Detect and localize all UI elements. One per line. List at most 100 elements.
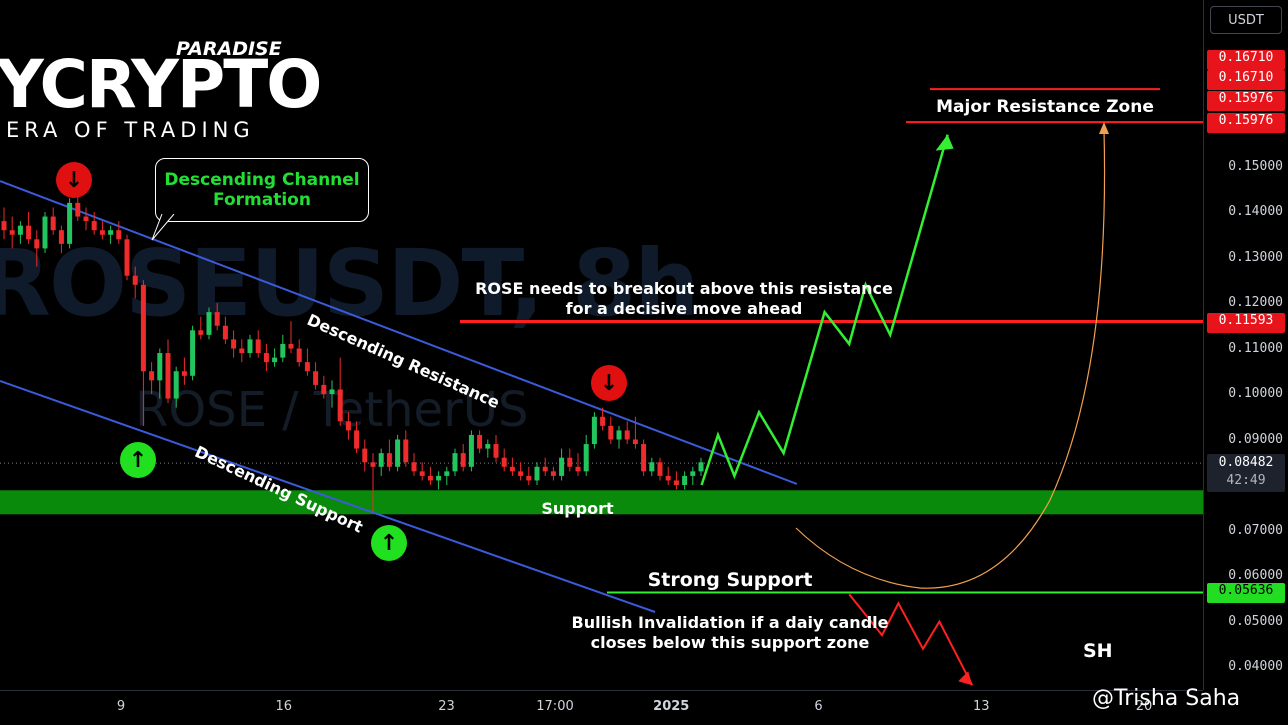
time-tick-label: 6 xyxy=(814,699,823,714)
bearish-arrowhead xyxy=(958,671,973,686)
price-tick-label: 0.13000 xyxy=(1228,249,1283,265)
candle-body xyxy=(280,343,286,358)
candle-body xyxy=(583,444,589,472)
candle-body xyxy=(559,457,565,476)
invalidation-line2: closes below this support zone xyxy=(590,633,870,652)
price-level-tag: 0.15976 xyxy=(1207,113,1285,133)
chart-area[interactable]: ROSEUSDT, 8h ROSE / TetherUS xyxy=(0,0,1203,690)
reversal-curve-arrowhead xyxy=(1099,122,1109,134)
candle-body xyxy=(173,371,179,399)
up-arrow-icon: ↑ xyxy=(120,442,156,478)
candle-body xyxy=(181,371,187,376)
time-tick-label: 23 xyxy=(438,699,455,714)
candle-body xyxy=(436,475,442,481)
candle-body xyxy=(116,230,122,240)
price-tick-label: 0.05000 xyxy=(1228,613,1283,629)
price-tick-label: 0.07000 xyxy=(1228,522,1283,538)
candle-body xyxy=(657,462,663,476)
candle-body xyxy=(231,339,237,349)
candle-body xyxy=(419,471,425,476)
candle-body xyxy=(493,444,499,458)
candle-body xyxy=(632,439,638,445)
price-tick-label: 0.04000 xyxy=(1228,659,1283,674)
candle-body xyxy=(304,362,310,372)
price-level-tag: 0.15976 xyxy=(1207,91,1285,111)
candle-body xyxy=(321,384,327,394)
price-tick-label: 0.15000 xyxy=(1228,158,1283,174)
candle-body xyxy=(83,216,89,222)
candle-body xyxy=(690,471,696,476)
candle-body xyxy=(649,462,655,472)
bearish-projection-path xyxy=(848,593,974,686)
candle-body xyxy=(526,475,532,481)
candle-body xyxy=(1,221,7,231)
candle-body xyxy=(477,434,483,449)
candle-body xyxy=(534,466,540,481)
current-price-tag: 0.08482 42:49 xyxy=(1207,454,1285,492)
candle-body xyxy=(91,221,97,231)
brand-crypto: YCRYPTO xyxy=(0,46,322,123)
candle-body xyxy=(272,357,278,363)
bullish-arrowhead xyxy=(935,134,954,151)
price-level-tag: 0.05636 xyxy=(1207,583,1285,603)
strong-support-label: Strong Support xyxy=(647,569,813,591)
candle-body xyxy=(288,343,294,349)
candle-body xyxy=(329,389,335,394)
candle-body xyxy=(370,462,376,467)
price-tick-label: 0.11000 xyxy=(1228,340,1283,356)
candle-body xyxy=(50,216,56,231)
support-label: Support xyxy=(541,499,614,518)
price-tick-label: 0.14000 xyxy=(1228,204,1283,219)
candle-body xyxy=(542,466,548,472)
invalidation-line1: Bullish Invalidation if a daiy candle xyxy=(571,613,889,632)
candle-body xyxy=(263,353,269,363)
reversal-curve-path xyxy=(795,129,1106,589)
channel-resistance-line xyxy=(0,180,798,485)
price-level-tag: 0.11593 xyxy=(1207,313,1285,333)
time-tick-label: 16 xyxy=(275,699,293,714)
candle-body xyxy=(108,230,114,235)
author-credit: @Trisha Saha xyxy=(1092,686,1241,711)
candle-body xyxy=(501,457,507,467)
candle-body xyxy=(362,448,368,463)
sh-label: SH xyxy=(1083,640,1113,662)
channel-callout: Descending Channel Formation xyxy=(155,158,369,222)
price-chart[interactable] xyxy=(0,0,1203,690)
candle-body xyxy=(206,312,212,335)
candle-body xyxy=(427,475,433,481)
candle-body xyxy=(157,353,163,381)
time-tick-label: 9 xyxy=(116,699,126,714)
candle-countdown: 42:49 xyxy=(1226,473,1266,488)
candle-body xyxy=(190,330,196,376)
candle-body xyxy=(149,371,155,381)
time-axis[interactable]: 9 16 23 17:00 2025 6 13 20 xyxy=(0,690,1203,725)
price-axis[interactable]: USDT 0.15000 0.14000 0.13000 0.12000 0.11000… xyxy=(1203,0,1288,690)
candle-body xyxy=(26,225,32,240)
candle-body xyxy=(124,239,130,276)
candle-body xyxy=(140,284,146,372)
up-arrow-icon: ↑ xyxy=(371,525,407,561)
candle-body xyxy=(345,421,351,431)
symbol-watermark: ROSEUSDT, 8h xyxy=(0,230,700,337)
breakout-note-line1: ROSE needs to breakout above this resist… xyxy=(475,279,893,298)
candle-body xyxy=(198,330,204,335)
candle-body xyxy=(485,444,491,449)
candle-body xyxy=(509,466,515,472)
candle-body xyxy=(682,475,688,485)
candle-body xyxy=(616,430,622,440)
down-arrow-icon: ↓ xyxy=(56,162,92,198)
candle-body xyxy=(641,444,647,472)
candle-body xyxy=(247,339,253,354)
candle-body xyxy=(296,348,302,363)
time-tick-label: 13 xyxy=(972,699,990,714)
candle-body xyxy=(17,225,23,235)
brand-tagline: ERA OF TRADING xyxy=(6,118,255,142)
candle-body xyxy=(550,471,556,476)
candle-body xyxy=(575,466,581,472)
currency-unit-button[interactable]: USDT xyxy=(1210,6,1282,34)
down-arrow-icon: ↓ xyxy=(591,365,627,401)
candle-body xyxy=(9,230,15,235)
price-level-tag: 0.16710 xyxy=(1207,70,1285,90)
candle-body xyxy=(165,353,171,399)
current-price: 0.08482 xyxy=(1218,455,1274,470)
